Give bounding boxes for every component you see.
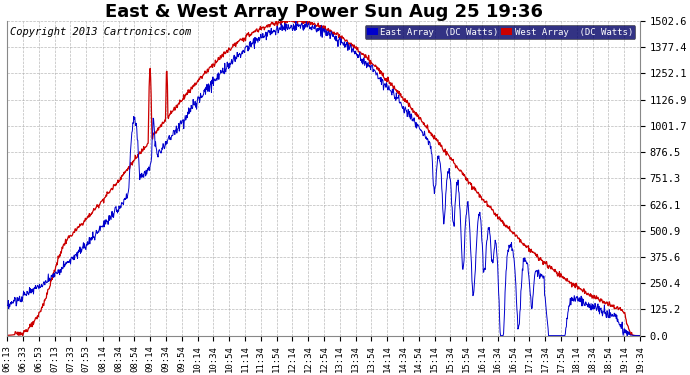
Title: East & West Array Power Sun Aug 25 19:36: East & West Array Power Sun Aug 25 19:36 (105, 3, 542, 21)
Text: Copyright 2013 Cartronics.com: Copyright 2013 Cartronics.com (10, 27, 192, 37)
Legend: East Array  (DC Watts), West Array  (DC Watts): East Array (DC Watts), West Array (DC Wa… (365, 26, 635, 39)
